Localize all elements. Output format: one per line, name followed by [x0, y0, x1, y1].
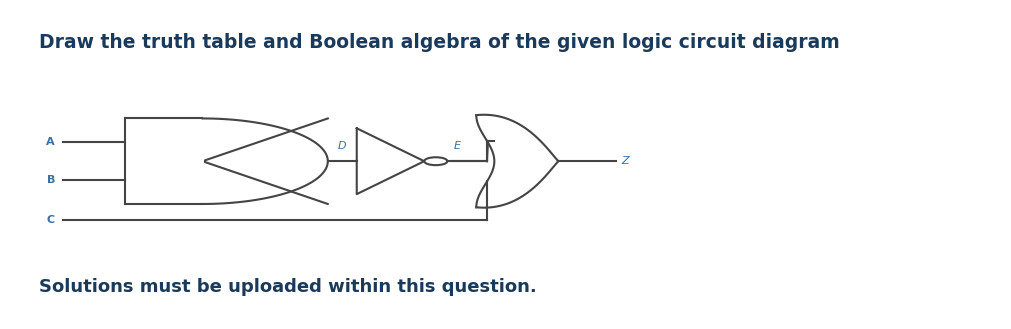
Text: C: C — [47, 215, 55, 225]
Text: B: B — [47, 175, 55, 185]
Text: D: D — [338, 141, 346, 151]
Text: A: A — [47, 138, 55, 147]
Text: Z: Z — [621, 156, 628, 166]
Text: E: E — [453, 141, 460, 151]
Text: Draw the truth table and Boolean algebra of the given logic circuit diagram: Draw the truth table and Boolean algebra… — [38, 33, 838, 52]
Text: Solutions must be uploaded within this question.: Solutions must be uploaded within this q… — [38, 278, 536, 296]
